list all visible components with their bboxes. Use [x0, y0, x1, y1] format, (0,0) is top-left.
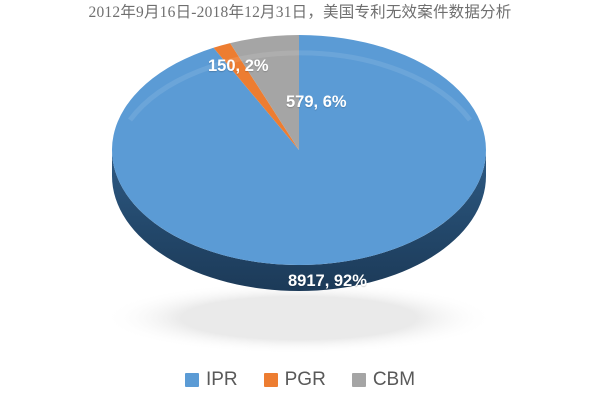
pie-ground-shadow — [103, 282, 495, 354]
pie-side-wall-ipr — [112, 150, 486, 291]
slice-label-cbm: 579, 6% — [286, 93, 347, 111]
legend-item-cbm[interactable]: CBM — [351, 369, 416, 390]
slice-label-ipr: 8917, 92% — [288, 272, 367, 290]
legend-swatch-icon-ipr — [184, 373, 199, 387]
legend-label-ipr: IPR — [205, 369, 238, 390]
chart-title: 2012年9月16日-2018年12月31日，美国专利无效案件数据分析 — [88, 4, 512, 21]
pie-slice-pgr — [213, 43, 299, 150]
pie-top-highlight — [127, 50, 473, 122]
pie-slice-cbm — [230, 35, 299, 150]
pie-graphic — [103, 35, 495, 354]
legend-label-pgr: PGR — [284, 369, 326, 390]
legend-item-pgr[interactable]: PGR — [263, 369, 326, 390]
legend-swatch-icon-cbm — [351, 373, 366, 387]
pie-slice-ipr — [111, 35, 486, 265]
pie-plot-area: 579, 6% 150, 2% 8917, 92% — [103, 35, 495, 354]
slice-label-pgr: 150, 2% — [208, 57, 269, 75]
legend-item-ipr[interactable]: IPR — [184, 369, 238, 390]
legend-label-cbm: CBM — [372, 369, 416, 390]
legend-swatch-icon-pgr — [263, 373, 278, 387]
chart-legend: IPR PGR CBM — [0, 370, 600, 390]
